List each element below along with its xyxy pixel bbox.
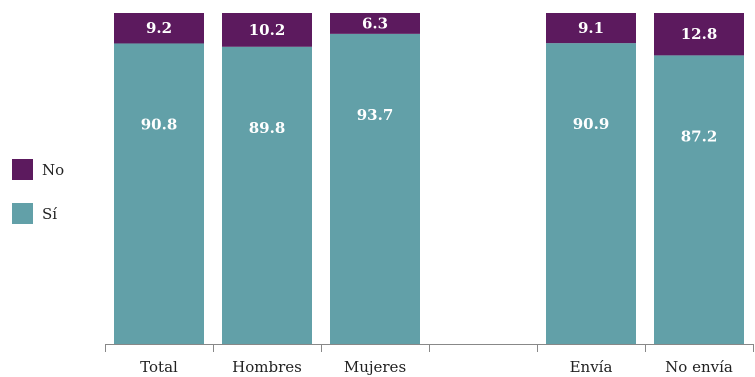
bar-no-total <box>114 13 204 44</box>
data-label-no-envia: 9.1 <box>578 19 604 37</box>
bar-no-envia <box>546 13 636 44</box>
data-label-no-total: 9.2 <box>146 19 172 37</box>
legend-swatch-no <box>12 159 33 180</box>
legend-label-no: No <box>42 160 65 179</box>
x-tick-label-no-envia: No envía <box>665 358 733 376</box>
data-label-si-hombres: 89.8 <box>249 119 286 137</box>
bar-no-no-envia <box>654 13 744 56</box>
data-label-si-no-envia: 87.2 <box>681 127 718 145</box>
x-tick-label-mujeres: Mujeres <box>344 358 406 376</box>
bar-si-mujeres <box>330 33 420 345</box>
bars-layer: 90.8 9.2 89.8 10.2 93.7 6.3 90.9 9.1 87.2 12.8 <box>114 13 744 345</box>
bar-no-mujeres <box>330 13 420 34</box>
data-label-no-mujeres: 6.3 <box>362 14 388 32</box>
bar-si-no-envia <box>654 55 744 344</box>
data-label-no-hombres: 10.2 <box>249 21 286 39</box>
x-tick-label-total: Total <box>140 358 178 376</box>
bar-no-hombres <box>222 13 312 47</box>
x-axis: Total Hombres Mujeres Envía No envía <box>105 344 754 376</box>
legend-item-si: Sí <box>12 203 57 224</box>
bar-si-total <box>114 43 204 345</box>
legend-swatch-si <box>12 203 33 224</box>
legend-item-no: No <box>12 159 64 180</box>
data-label-si-envia: 90.9 <box>573 115 610 133</box>
x-tick-label-hombres: Hombres <box>232 358 302 376</box>
bar-si-envia <box>546 43 636 344</box>
data-label-si-mujeres: 93.7 <box>357 106 394 124</box>
legend-label-si: Sí <box>42 204 58 223</box>
data-label-si-total: 90.8 <box>141 115 178 133</box>
data-label-no-no-envia: 12.8 <box>681 25 718 43</box>
bar-si-hombres <box>222 46 312 345</box>
x-tick-label-envia: Envía <box>570 358 613 376</box>
